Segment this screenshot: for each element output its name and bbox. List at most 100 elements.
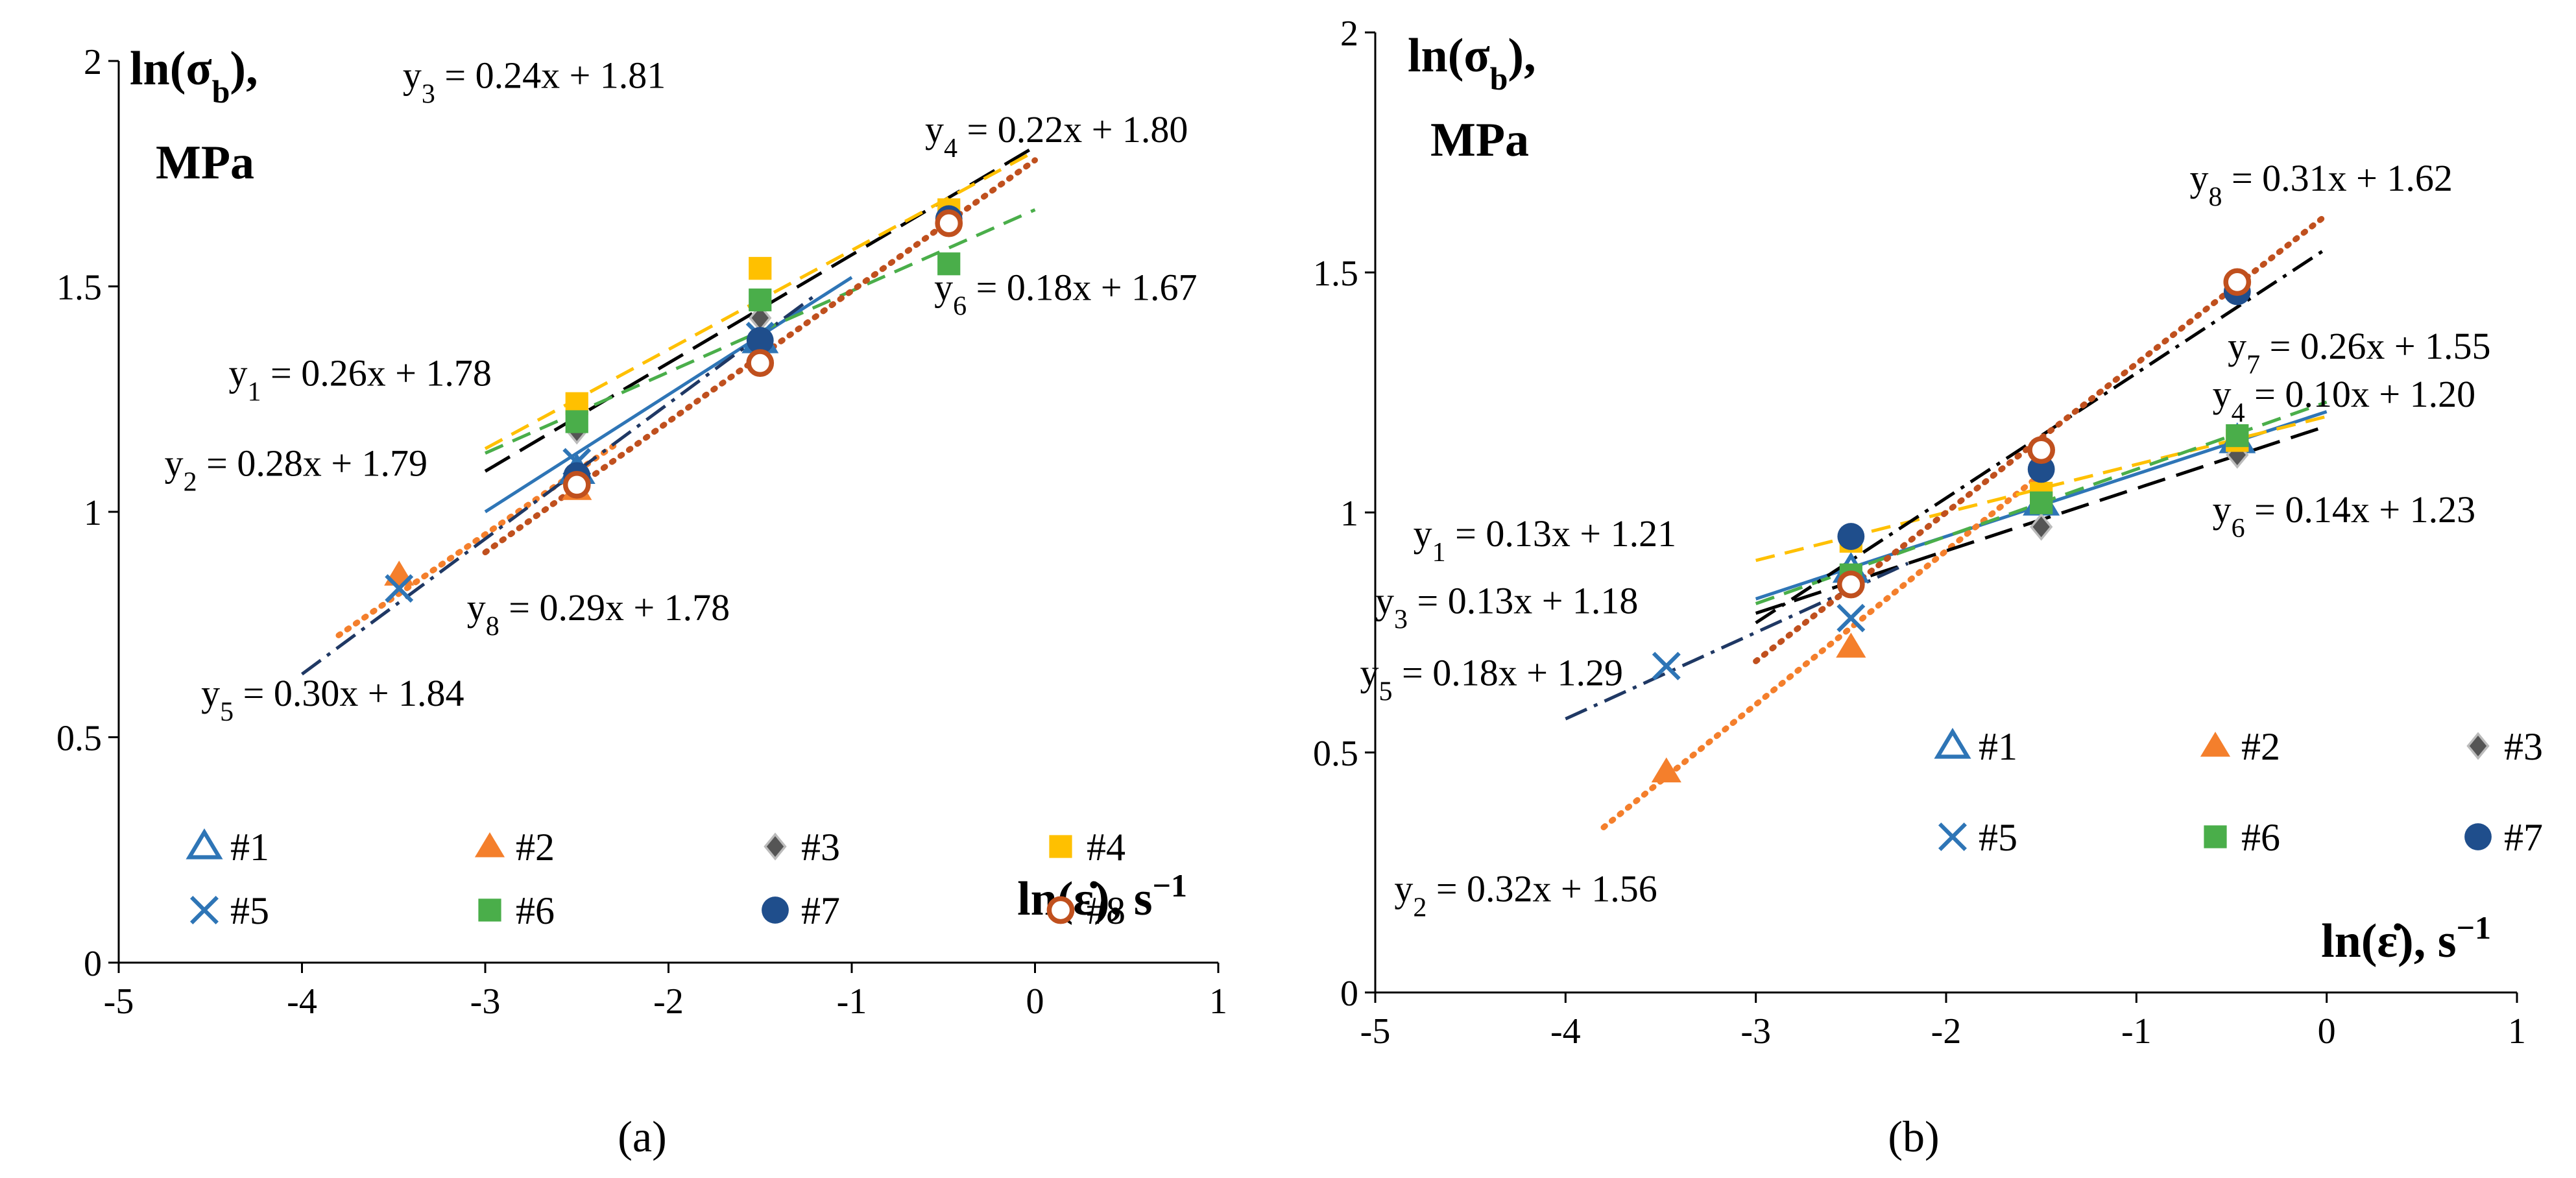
trend-equation: y6 = 0.14x + 1.23 [2213, 488, 2475, 544]
x-tick-label: 1 [1209, 981, 1227, 1022]
legend-label: #3 [2504, 725, 2543, 768]
x-tick-label: -5 [1360, 1011, 1391, 1052]
legend-label: #6 [516, 889, 555, 932]
legend-marker [2466, 732, 2490, 760]
data-point [1836, 603, 1866, 632]
data-point [2226, 424, 2249, 448]
legend: #1#2#3#4#5#6#7#8 [186, 826, 1125, 932]
legend-marker [1938, 823, 1967, 851]
data-point [384, 560, 415, 586]
legend-label: #8 [1087, 889, 1125, 932]
legend-label: #5 [230, 889, 269, 932]
data-point [746, 327, 774, 354]
chart-panel-b: -5 -4 -3 -2 -1 0 1 0 0.5 1 1.5 2 ln(σb), MPa ln(ε̇), s… [1313, 14, 2543, 1161]
legend-marker [764, 832, 787, 861]
y-tick-label: 0 [1340, 974, 1358, 1014]
data-point [2029, 512, 2053, 541]
legend-label: #2 [2241, 725, 2280, 768]
legend-marker [1049, 835, 1072, 858]
legend-marker [190, 896, 219, 924]
trend-equation: y8 = 0.29x + 1.78 [467, 586, 730, 642]
y-tick-label: 1 [1340, 494, 1358, 534]
legend-label: #5 [1979, 816, 2017, 859]
data-point [1836, 632, 1866, 658]
series-s2 [1651, 632, 1866, 783]
x-tick-label: -2 [1931, 1011, 1962, 1052]
series-s7 [563, 205, 963, 490]
series-s6 [565, 252, 961, 433]
data-point [2223, 268, 2252, 296]
y-axis-title: ln(σb), [130, 42, 258, 110]
x-tick-label: -1 [837, 981, 867, 1022]
legend-marker [474, 832, 505, 858]
legend-marker [478, 898, 501, 922]
legend-label: #7 [801, 889, 840, 932]
trend-equation: y6 = 0.18x + 1.67 [934, 266, 1197, 321]
x-tick-label: 1 [2508, 1011, 2526, 1052]
data-point [2027, 455, 2055, 483]
trend-equation: y4 = 0.10x + 1.20 [2213, 373, 2475, 428]
y-tick-label: 0.5 [56, 719, 102, 759]
x-tick-label: -5 [104, 981, 134, 1022]
data-point [749, 257, 772, 280]
data-point [746, 349, 775, 377]
data-point [562, 470, 591, 499]
series-s5 [1652, 603, 1866, 680]
legend: #1#2#3#4#5#6#7#8 [1934, 725, 2543, 859]
trend-equation: y2 = 0.28x + 1.79 [165, 442, 427, 497]
data-point [1651, 757, 1681, 783]
y-tick-label: 0.5 [1313, 734, 1358, 774]
x-tick-label: -1 [2121, 1011, 2152, 1052]
legend-marker [2200, 732, 2231, 757]
legend-label: #1 [1979, 725, 2017, 768]
trend-equation: y3 = 0.24x + 1.81 [403, 54, 666, 110]
legend-label: #6 [2241, 816, 2280, 859]
panel-label: (a) [618, 1112, 666, 1161]
y-tick-label: 0 [84, 944, 102, 984]
y-axis-unit: MPa [156, 136, 254, 189]
legend-marker [2204, 825, 2227, 848]
x-tick-label: -4 [1550, 1011, 1581, 1052]
x-tick-label: 0 [2318, 1011, 2336, 1052]
y-axis-unit: MPa [1430, 114, 1529, 167]
trend-equation: y3 = 0.13x + 1.18 [1375, 579, 1638, 634]
trend-equation: y5 = 0.18x + 1.29 [1360, 651, 1623, 706]
data-point [2027, 436, 2056, 464]
trendline-s5 [301, 294, 816, 676]
series-s8 [1836, 268, 2252, 599]
chart-panel-a: -5 -4 -3 -2 -1 0 1 0 0.5 1 1.5 2 ln(σb), MPa ln(ε̇), s… [56, 42, 1227, 1161]
legend-label: #3 [801, 826, 840, 869]
trendline-s7 [1755, 246, 2328, 625]
data-point [1652, 651, 1681, 680]
trend-equation: y1 = 0.13x + 1.21 [1414, 512, 1676, 568]
data-point [565, 410, 588, 433]
x-axis-title: ln(ε̇), s−1 [2321, 909, 2491, 968]
series-s3 [565, 204, 961, 445]
trend-equation: y5 = 0.30x + 1.84 [201, 672, 464, 727]
data-point [2030, 491, 2053, 514]
trendline-s2 [1600, 471, 2045, 830]
y-tick-label: 1.5 [56, 268, 102, 308]
trendline-s1 [484, 276, 853, 514]
x-tick-label: -4 [287, 981, 317, 1022]
x-tick-label: -3 [470, 981, 501, 1022]
panel-label: (b) [1888, 1112, 1939, 1161]
data-point [749, 288, 772, 311]
y-tick-label: 2 [84, 42, 102, 82]
legend-label: #4 [1087, 826, 1125, 869]
y-tick-label: 2 [1340, 14, 1358, 54]
trend-equation: y4 = 0.22x + 1.80 [925, 108, 1188, 163]
series-s2 [384, 475, 592, 586]
data-point [1837, 523, 1865, 550]
y-tick-label: 1.5 [1313, 254, 1358, 294]
legend-label: #2 [516, 826, 555, 869]
trend-equation: y2 = 0.32x + 1.56 [1394, 867, 1657, 922]
x-axis-title: ln(ε̇), s−1 [1017, 867, 1187, 926]
y-tick-label: 1 [84, 493, 102, 533]
x-tick-label: 0 [1026, 981, 1044, 1022]
series-s8 [562, 209, 963, 499]
legend-marker [1934, 728, 1971, 759]
legend-marker [2464, 823, 2492, 850]
